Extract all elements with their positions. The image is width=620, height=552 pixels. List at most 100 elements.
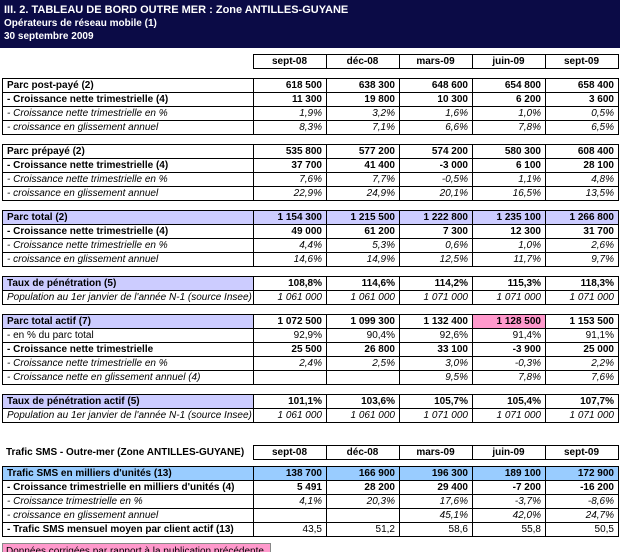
value-cell: 61 200 (326, 224, 400, 239)
table-row: - croissance en glissement annuel 45,1% 42… (2, 508, 619, 523)
table-row: Taux de pénétration actif (5) 101,1% 103,6… (2, 394, 619, 409)
row-label: - Croissance nette trimestrielle (4) (2, 224, 254, 239)
value-cell: 51,2 (326, 522, 400, 537)
table-row: - Trafic SMS mensuel moyen par client ac… (2, 522, 619, 537)
value-cell: 1 061 000 (253, 408, 327, 423)
value-cell: 189 100 (472, 466, 546, 481)
value-cell: 24,7% (545, 508, 619, 523)
value-cell: 7,6% (253, 172, 327, 187)
value-cell: 6,6% (399, 120, 473, 135)
value-cell: 114,2% (399, 276, 473, 291)
table-row: - Croissance trimestrielle en milliers d… (2, 480, 619, 495)
row-label: - Trafic SMS mensuel moyen par client ac… (2, 522, 254, 537)
value-cell: 2,6% (545, 238, 619, 253)
value-cell: 90,4% (326, 328, 400, 343)
value-cell: 2,2% (545, 356, 619, 371)
value-cell: 4,4% (253, 238, 327, 253)
value-cell: 6 100 (472, 158, 546, 173)
column-header: déc-08 (325, 54, 400, 69)
column-header: sept-08 (252, 54, 327, 69)
table-row: - Croissance nette trimestrielle (4) 49 0… (2, 224, 619, 239)
value-cell: 648 600 (399, 78, 473, 93)
table-row: - en % du parc total 92,9% 90,4% 92,6% 91,4%… (2, 328, 619, 343)
table-row: - Croissance nette trimestrielle 25 500 26… (2, 342, 619, 357)
row-label: Parc post-payé (2) (2, 78, 254, 93)
value-cell: 2,4% (253, 356, 327, 371)
value-cell: 92,6% (399, 328, 473, 343)
table-row: - croissance en glissement annuel 22,9% 24… (2, 186, 619, 201)
row-label: Parc total actif (7) (2, 314, 254, 329)
value-cell: 1 071 000 (399, 408, 473, 423)
value-cell: 654 800 (472, 78, 546, 93)
table-row: - Croissance nette en glissement annuel … (2, 370, 619, 385)
value-cell: 26 800 (326, 342, 400, 357)
value-cell: 5,3% (326, 238, 400, 253)
value-cell: 638 300 (326, 78, 400, 93)
page-subtitle: Opérateurs de réseau mobile (1) (4, 18, 157, 29)
value-cell: 618 500 (253, 78, 327, 93)
value-cell: 107,7% (545, 394, 619, 409)
value-cell: 1 099 300 (326, 314, 400, 329)
row-label: Parc prépayé (2) (2, 144, 254, 159)
title-bar: III. 2. TABLEAU DE BORD OUTRE MER : Zone… (0, 0, 620, 48)
table-row: - croissance en glissement annuel 14,6% 14… (2, 252, 619, 267)
row-label: - Croissance nette trimestrielle en % (2, 172, 254, 187)
value-cell: 20,1% (399, 186, 473, 201)
value-cell: 3,2% (326, 106, 400, 121)
value-cell: 4,8% (545, 172, 619, 187)
value-cell: 14,9% (326, 252, 400, 267)
footer-note: Données corrigées par rapport à la publi… (2, 543, 271, 552)
value-cell: 172 900 (545, 466, 619, 481)
column-header: mars-09 (398, 54, 473, 69)
value-cell: 1 215 500 (326, 210, 400, 225)
value-cell: 1 266 800 (545, 210, 619, 225)
value-cell: 5 491 (253, 480, 327, 495)
value-cell: 11 300 (253, 92, 327, 107)
header-row-label (2, 54, 253, 69)
table-row: Parc prépayé (2) 535 800 577 200 574 200 580… (2, 144, 619, 159)
value-cell: 4,1% (253, 494, 327, 509)
value-cell: -0,3% (472, 356, 546, 371)
table-row: sept-08 déc-08 mars-09 juin-09 sept-09 (2, 54, 619, 69)
value-cell: 58,6 (399, 522, 473, 537)
column-header: mars-09 (398, 445, 473, 460)
value-cell: 1 222 800 (399, 210, 473, 225)
value-cell: 105,4% (472, 394, 546, 409)
value-cell: 22,9% (253, 186, 327, 201)
value-cell: 115,3% (472, 276, 546, 291)
value-cell: 12 300 (472, 224, 546, 239)
value-cell: 166 900 (326, 466, 400, 481)
value-cell: 608 400 (545, 144, 619, 159)
table-section-trafic-sms: Trafic SMS en milliers d'unités (13) 138 … (2, 466, 619, 537)
row-label: - Croissance nette trimestrielle en % (2, 106, 254, 121)
value-cell (253, 508, 327, 523)
value-cell: 25 500 (253, 342, 327, 357)
value-cell: 1 071 000 (399, 290, 473, 305)
table-row: Parc total (2) 1 154 300 1 215 500 1 222 80… (2, 210, 619, 225)
value-cell: 1 061 000 (326, 290, 400, 305)
report-date: 30 septembre 2009 (4, 31, 94, 42)
value-cell: 37 700 (253, 158, 327, 173)
table-row: Population au 1er janvier de l'année N-1… (2, 290, 619, 305)
row-label: Taux de pénétration actif (5) (2, 394, 254, 409)
value-cell: 574 200 (399, 144, 473, 159)
value-cell (253, 370, 327, 385)
value-cell: 101,1% (253, 394, 327, 409)
table-section-taux-penetration-actif: Taux de pénétration actif (5) 101,1% 103,6… (2, 394, 619, 423)
row-label: Population au 1er janvier de l'année N-1… (2, 290, 254, 305)
value-cell: 1 128 500 (472, 314, 546, 329)
value-cell: 105,7% (399, 394, 473, 409)
value-cell: 577 200 (326, 144, 400, 159)
row-label: - croissance en glissement annuel (2, 508, 254, 523)
value-cell: 103,6% (326, 394, 400, 409)
value-cell: -3 900 (472, 342, 546, 357)
column-header: sept-09 (544, 445, 619, 460)
value-cell: 9,5% (399, 370, 473, 385)
value-cell: 1 071 000 (545, 408, 619, 423)
column-header: sept-08 (252, 445, 327, 460)
row-label: - Croissance nette trimestrielle (2, 342, 254, 357)
row-label: - Croissance trimestrielle en % (2, 494, 254, 509)
value-cell: 1,1% (472, 172, 546, 187)
value-cell: 7,8% (472, 370, 546, 385)
